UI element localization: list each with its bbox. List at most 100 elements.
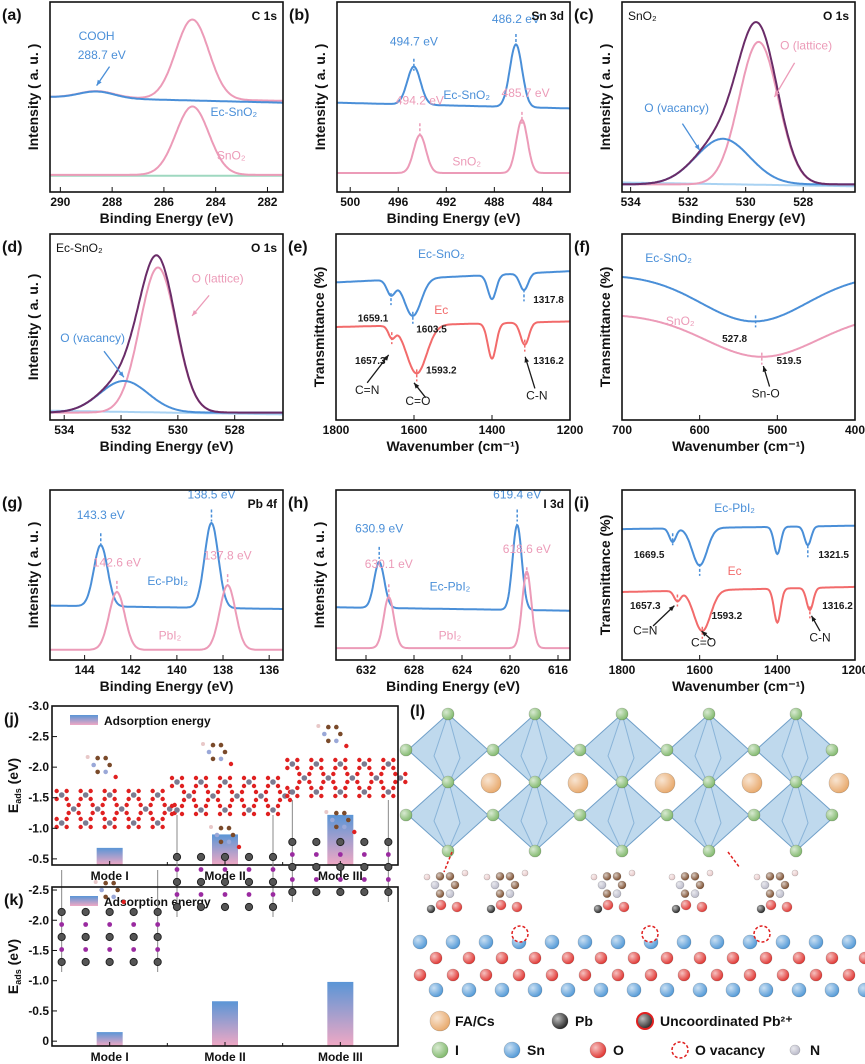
category-label: Mode I bbox=[91, 869, 129, 883]
o-atom bbox=[319, 785, 324, 791]
o-atom bbox=[193, 775, 199, 781]
o-atom-shine bbox=[859, 952, 865, 964]
o-atom bbox=[253, 797, 259, 803]
i-atom-shine bbox=[790, 845, 802, 857]
series-line bbox=[336, 523, 570, 612]
sn-atom bbox=[313, 789, 320, 795]
plot-frame bbox=[621, 233, 856, 421]
annotation: Ec bbox=[728, 564, 742, 578]
molecule-atom bbox=[222, 749, 228, 755]
panel-label: (c) bbox=[574, 7, 594, 24]
facs-atom-shine bbox=[742, 773, 762, 793]
o-atom bbox=[112, 788, 117, 794]
i-atom bbox=[59, 947, 65, 952]
o-atom bbox=[295, 785, 300, 791]
molecule-atom-shine bbox=[766, 872, 774, 881]
x-tick-label: 1800 bbox=[609, 663, 636, 677]
o-atom-shine bbox=[529, 952, 541, 964]
i-atom-shine bbox=[703, 845, 715, 857]
i-atom bbox=[361, 877, 367, 882]
h-atom bbox=[324, 810, 329, 814]
structure-inset bbox=[172, 815, 278, 917]
molecule-atom-shine bbox=[511, 881, 519, 889]
i-atom-shine bbox=[616, 776, 628, 788]
molecule-atom bbox=[342, 810, 347, 816]
o-vacancy-icon bbox=[511, 925, 529, 943]
o-atom bbox=[295, 765, 300, 771]
i-atom-shine bbox=[529, 708, 541, 720]
i-atom-shine bbox=[790, 708, 802, 720]
o-atom-icon-shine bbox=[590, 1042, 606, 1058]
annotation: O (lattice) bbox=[192, 271, 244, 285]
y-axis-label: Transmittance (%) bbox=[311, 267, 327, 388]
y-tick-label: -1.5 bbox=[28, 943, 49, 957]
o-atom bbox=[367, 793, 372, 799]
o-atom bbox=[162, 802, 167, 808]
x-tick-label: 534 bbox=[621, 195, 641, 209]
molecule-atom bbox=[210, 756, 216, 762]
molecule-atom-shine bbox=[598, 881, 606, 889]
i-atom-shine bbox=[661, 744, 673, 756]
structure-inset bbox=[288, 800, 393, 902]
sn-atom bbox=[118, 806, 125, 812]
o-atom bbox=[179, 811, 185, 817]
o-atom bbox=[112, 796, 117, 802]
pb-atom bbox=[57, 957, 66, 967]
o-atom bbox=[285, 785, 290, 791]
molecule-atom bbox=[326, 738, 331, 744]
o-atom bbox=[100, 802, 105, 808]
o-atom bbox=[138, 802, 143, 808]
o-atom bbox=[331, 771, 336, 777]
o-atom bbox=[126, 816, 131, 822]
x-tick-label: 500 bbox=[340, 195, 360, 209]
pb-atom bbox=[268, 852, 278, 862]
o-atom bbox=[227, 775, 233, 781]
annotation: 143.3 eV bbox=[77, 508, 125, 522]
annotation: 1603.5 bbox=[416, 325, 447, 336]
i-atom-shine bbox=[529, 845, 541, 857]
o-atom bbox=[333, 793, 338, 799]
o-atom bbox=[309, 757, 314, 763]
arrow-head bbox=[383, 354, 389, 361]
molecule-atom bbox=[95, 769, 100, 775]
bar bbox=[327, 981, 354, 1046]
plot-frame bbox=[49, 233, 284, 421]
h-atom-shine bbox=[462, 870, 468, 876]
h-atom bbox=[201, 742, 205, 746]
x-tick-label: 616 bbox=[548, 663, 568, 677]
i-atom bbox=[337, 852, 343, 857]
o-atom bbox=[203, 811, 209, 817]
pb-atom bbox=[105, 932, 114, 942]
chart-title: Sn 3d bbox=[531, 9, 564, 23]
x-tick-label: 286 bbox=[154, 195, 174, 209]
bar bbox=[96, 1032, 123, 1046]
sn-atom-shine bbox=[528, 983, 542, 997]
o-atom-shine bbox=[782, 902, 792, 912]
pb-atom bbox=[129, 957, 138, 967]
pb-atom bbox=[288, 837, 297, 847]
o-atom bbox=[217, 811, 223, 817]
pb-atom bbox=[384, 837, 393, 847]
o-atom bbox=[64, 796, 69, 802]
sn-atom bbox=[361, 761, 368, 767]
sn-atom bbox=[198, 779, 204, 785]
i-atom-shine bbox=[748, 744, 760, 756]
sn-atom bbox=[246, 807, 252, 813]
pb-atom bbox=[312, 887, 321, 897]
sn-atom bbox=[58, 792, 65, 798]
i-atom bbox=[313, 852, 319, 857]
sn-atom-shine bbox=[578, 935, 592, 949]
series-line bbox=[622, 21, 855, 186]
o-atom bbox=[205, 797, 211, 803]
y-tick-label: -2.5 bbox=[28, 883, 49, 897]
annotation: Ec-SnO₂ bbox=[418, 247, 465, 261]
n-atom-icon-shine bbox=[790, 1045, 800, 1055]
o-atom bbox=[160, 796, 165, 802]
sn-atom-icon-shine bbox=[504, 1042, 520, 1058]
o-atom bbox=[367, 785, 372, 791]
o-atom bbox=[112, 816, 117, 822]
i-atom bbox=[270, 892, 276, 897]
o-atom bbox=[169, 775, 175, 781]
o-atom bbox=[275, 803, 281, 809]
o-atom bbox=[138, 810, 143, 816]
